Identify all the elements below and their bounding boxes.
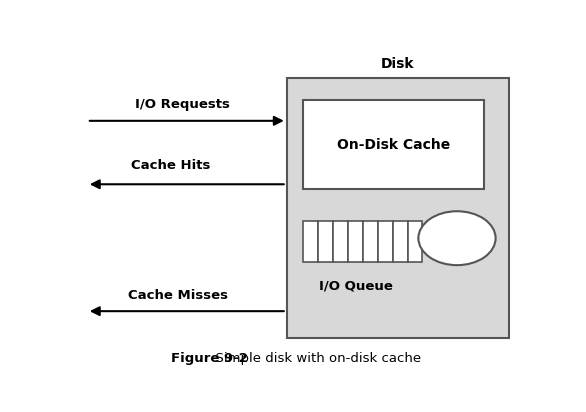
- Text: Simple disk with on-disk cache: Simple disk with on-disk cache: [207, 352, 421, 365]
- Bar: [363, 221, 377, 262]
- Bar: [302, 100, 484, 189]
- Circle shape: [418, 211, 496, 265]
- Bar: [318, 221, 333, 262]
- Bar: [407, 221, 423, 262]
- Text: I/O Requests: I/O Requests: [135, 98, 230, 112]
- Bar: [347, 221, 363, 262]
- Text: Cache Misses: Cache Misses: [128, 289, 228, 302]
- Bar: [377, 221, 393, 262]
- Text: I/O Queue: I/O Queue: [319, 279, 393, 292]
- Text: Disk: Disk: [381, 57, 415, 71]
- Text: Cache Hits: Cache Hits: [131, 159, 210, 172]
- Bar: [333, 221, 347, 262]
- Bar: [393, 221, 407, 262]
- Text: On-Disk Cache: On-Disk Cache: [337, 138, 450, 152]
- Bar: [287, 78, 509, 338]
- Bar: [302, 221, 318, 262]
- Text: Figure 9-2: Figure 9-2: [171, 352, 248, 365]
